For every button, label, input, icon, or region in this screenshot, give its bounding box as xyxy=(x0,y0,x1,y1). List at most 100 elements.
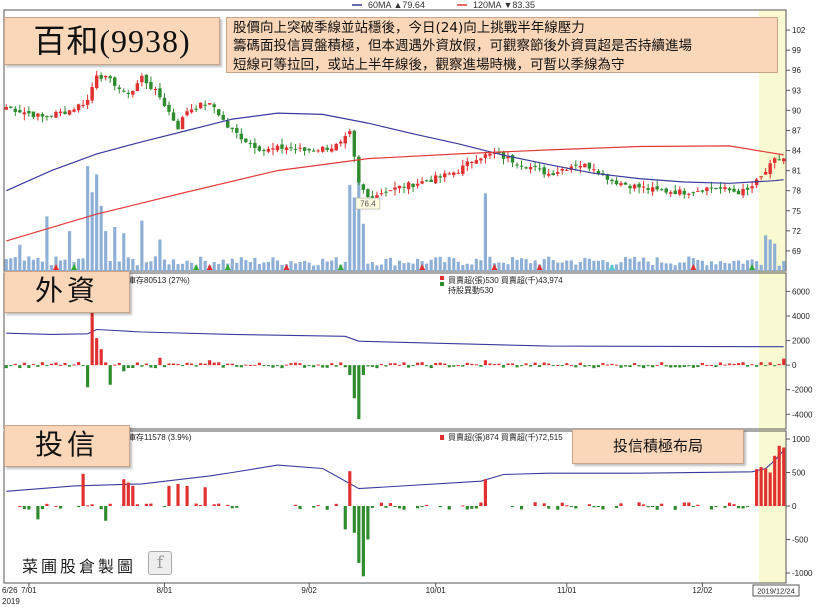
foreign-netbuy-bar xyxy=(538,365,542,367)
signal-marker xyxy=(491,264,498,270)
panel-frame-2 xyxy=(3,272,787,430)
volume-bar xyxy=(592,260,596,271)
foreign-netbuy-bar xyxy=(501,365,506,368)
trust-netbuy-bar xyxy=(81,473,85,506)
foreign-netbuy-bar xyxy=(113,364,117,366)
candle-body xyxy=(763,171,768,175)
foreign-netbuy-bar xyxy=(642,365,646,369)
foreign-netbuy-bar xyxy=(199,363,203,366)
foreign-netbuy-bar xyxy=(289,363,293,366)
candle-body xyxy=(325,147,329,150)
volume-bar xyxy=(637,261,641,271)
volume-bar xyxy=(556,262,560,271)
candle-body xyxy=(583,163,587,168)
candle-body xyxy=(727,188,732,191)
trust-netbuy-bar xyxy=(574,505,578,509)
foreign-netbuy-bar xyxy=(714,365,718,367)
trust-netbuy-bar xyxy=(741,505,745,509)
volume-bar xyxy=(307,262,311,271)
candle-body xyxy=(687,193,691,195)
foreign-tick-label: 6000 xyxy=(792,287,810,296)
candle-body xyxy=(714,187,718,189)
foreign-netbuy-bar xyxy=(235,365,239,367)
trust-netbuy-bar xyxy=(334,503,338,506)
candle-body xyxy=(429,179,433,183)
volume-bar xyxy=(497,262,501,271)
foreign-netbuy-bar xyxy=(519,365,524,367)
trust-netbuy-bar xyxy=(40,505,45,510)
foreign-netbuy-bar xyxy=(212,362,216,366)
candle-body xyxy=(415,183,420,186)
foreign-netbuy-bar xyxy=(669,365,673,368)
volume-bar xyxy=(77,258,81,271)
foreign-netbuy-bar xyxy=(122,365,126,372)
foreign-netbuy-bar xyxy=(366,365,370,367)
foreign-netbuy-bar xyxy=(36,365,40,367)
highlight-band xyxy=(758,10,786,583)
foreign-netbuy-bar xyxy=(691,365,695,368)
candle-body xyxy=(334,143,338,151)
foreign-netbuy-bar xyxy=(135,362,139,366)
volume-bar xyxy=(18,244,22,271)
volume-bar xyxy=(465,263,469,271)
trust-netbuy-bar xyxy=(479,502,483,506)
foreign-netbuy-bar xyxy=(592,365,596,369)
foreign-netbuy-bar xyxy=(280,365,284,369)
price-tick-label: 87 xyxy=(792,126,801,135)
trust-netbuy-bar xyxy=(691,505,695,507)
candle-body xyxy=(632,184,637,189)
volume-bar xyxy=(524,259,528,271)
foreign-netbuy-bar xyxy=(126,365,130,369)
volume-bar xyxy=(298,261,302,271)
panel-frame-3 xyxy=(3,430,787,584)
foreign-netbuy-bar xyxy=(185,362,189,366)
foreign-netbuy-bar xyxy=(474,364,478,366)
price-tick-label: 99 xyxy=(792,46,801,55)
foreign-inventory-label: 庫存80513 (27%) xyxy=(128,275,190,285)
foreign-netbuy-bar xyxy=(651,365,655,368)
candle-body xyxy=(533,165,537,167)
candle-body xyxy=(420,181,424,184)
foreign-netbuy-bar xyxy=(22,362,26,366)
trust-netbuy-bar xyxy=(131,485,135,506)
volume-bar xyxy=(212,262,216,271)
trust-netbuy-bar xyxy=(176,483,180,506)
foreign-netbuy-bar xyxy=(492,364,497,366)
volume-bar xyxy=(90,192,94,271)
facebook-icon: f xyxy=(148,551,172,575)
volume-bar xyxy=(782,261,786,271)
candle-body xyxy=(596,170,601,174)
candle-body xyxy=(556,171,560,174)
signal-marker xyxy=(52,264,59,270)
candle-body xyxy=(384,191,388,193)
foreign-netbuy-bar xyxy=(49,363,54,366)
foreign-netbuy-bar xyxy=(619,365,623,368)
volume-bar xyxy=(239,257,243,271)
foreign-netbuy-bar xyxy=(13,363,17,366)
volume-bar xyxy=(745,260,750,271)
ma120-line xyxy=(6,145,784,242)
foreign-netbuy-bar xyxy=(565,363,569,366)
foreign-netbuy-bar xyxy=(226,363,230,366)
candle-body xyxy=(375,195,379,198)
candle-body xyxy=(339,141,343,144)
volume-bar xyxy=(334,257,338,271)
volume-bar xyxy=(352,197,356,271)
foreign-netbuy-bar xyxy=(221,365,225,368)
candle-body xyxy=(614,180,619,185)
signal-marker xyxy=(283,264,290,270)
signal-marker xyxy=(193,264,200,270)
foreign-netbuy-bar xyxy=(696,365,700,368)
volume-bar xyxy=(162,259,167,271)
trust-netbuy-swatch xyxy=(440,435,444,440)
volume-bar xyxy=(176,264,180,271)
foreign-netbuy-bar xyxy=(718,362,723,366)
trust-netbuy-bar xyxy=(768,472,772,506)
candle-body xyxy=(424,180,429,182)
candle-body xyxy=(36,113,40,117)
candle-body xyxy=(262,150,266,152)
candle-body xyxy=(311,150,316,152)
volume-bar xyxy=(113,226,117,271)
foreign-netbuy-bar xyxy=(262,365,266,367)
